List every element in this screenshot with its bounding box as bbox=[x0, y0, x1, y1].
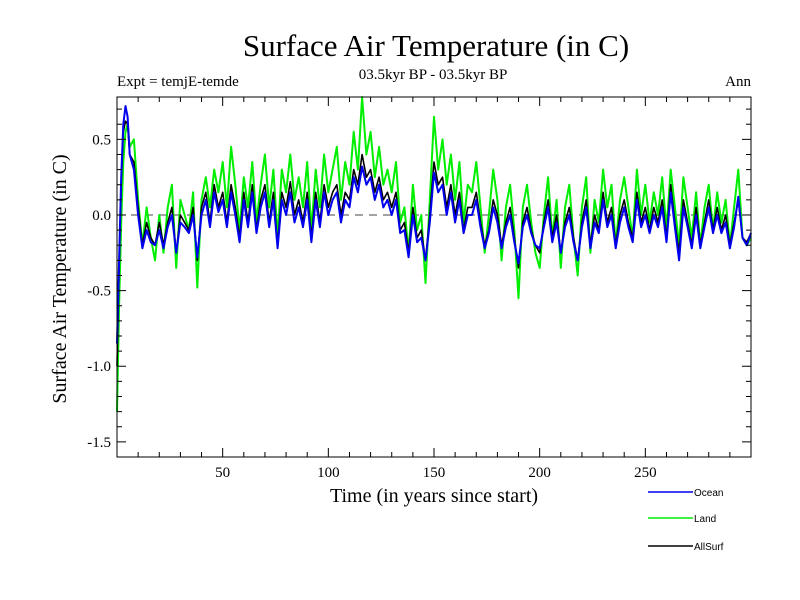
y-tick-labels: 0.5 0.0 -0.5 -1.0 -1.5 bbox=[87, 132, 111, 451]
plot-area bbox=[116, 96, 752, 458]
x-tick-label: 50 bbox=[215, 465, 230, 481]
x-tick-labels: 50 100 150 200 250 bbox=[215, 465, 656, 481]
legend-label-allsurf: AllSurf bbox=[694, 542, 724, 553]
y-axis-label: Surface Air Temperature (in C) bbox=[49, 154, 71, 403]
chart-title: Surface Air Temperature (in C) bbox=[243, 28, 629, 63]
y-tick-label: -1.5 bbox=[87, 435, 111, 451]
x-tick-label: 150 bbox=[423, 465, 446, 481]
legend-item-land: Land bbox=[648, 514, 716, 525]
x-tick-label: 250 bbox=[634, 465, 657, 481]
legend-item-allsurf: AllSurf bbox=[648, 542, 724, 553]
y-tick-label: -0.5 bbox=[87, 284, 111, 300]
series-line-allsurf bbox=[116, 120, 752, 367]
x-tick-label: 100 bbox=[317, 465, 340, 481]
experiment-label: Expt = temjE-temde bbox=[117, 74, 239, 90]
y-tick-label: 0.5 bbox=[92, 132, 111, 148]
series-line-land bbox=[116, 96, 752, 412]
plot-frame bbox=[116, 96, 752, 458]
legend-label-land: Land bbox=[694, 514, 716, 525]
y-tick-label: -1.0 bbox=[87, 359, 111, 375]
legend-item-ocean: Ocean bbox=[648, 488, 723, 499]
legend: Ocean Land AllSurf bbox=[648, 488, 724, 553]
x-tick-label: 200 bbox=[528, 465, 551, 481]
ticks-layer bbox=[117, 97, 751, 457]
x-axis-label: Time (in years since start) bbox=[330, 485, 538, 507]
series-line-ocean bbox=[116, 105, 752, 344]
y-tick-label: 0.0 bbox=[92, 208, 111, 224]
series-layer bbox=[116, 96, 752, 412]
chart-subtitle: 03.5kyr BP - 03.5kyr BP bbox=[359, 67, 508, 83]
legend-label-ocean: Ocean bbox=[694, 488, 723, 499]
season-label: Ann bbox=[725, 74, 751, 90]
